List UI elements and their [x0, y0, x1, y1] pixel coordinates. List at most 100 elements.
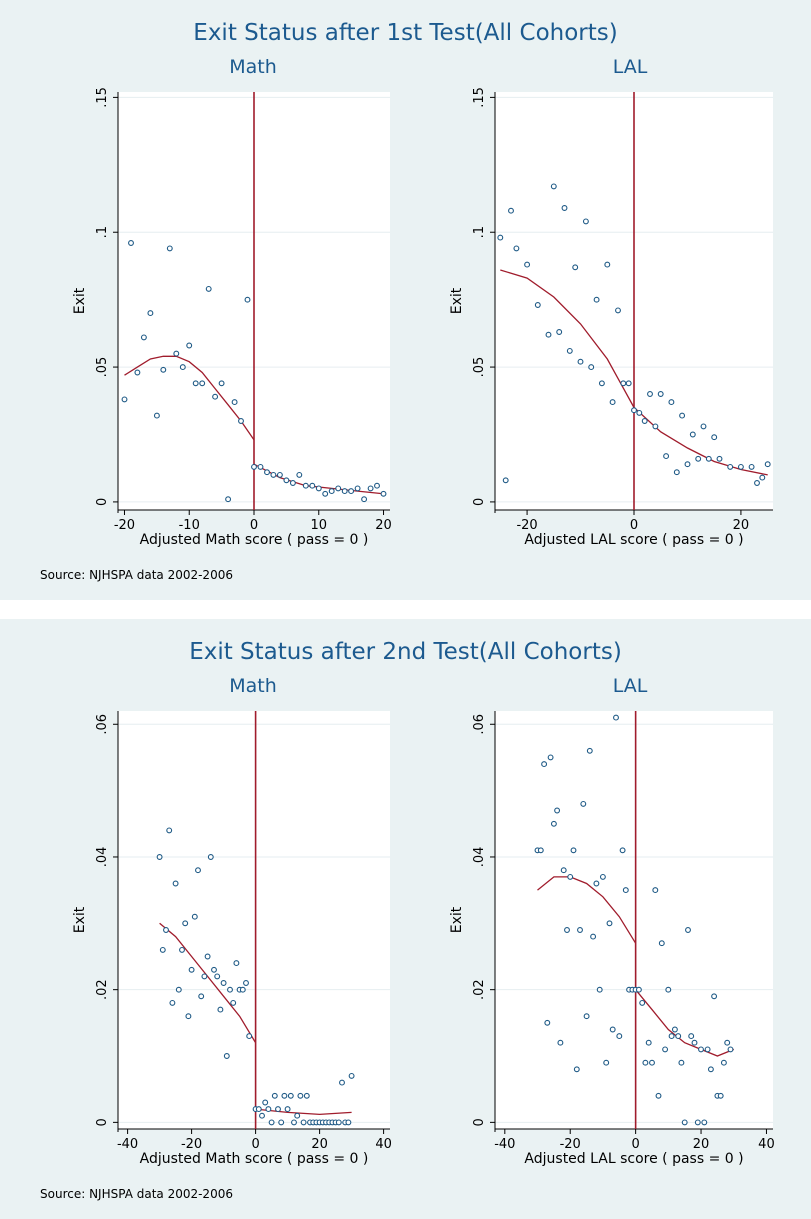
figure-1-title: Exit Status after 1st Test(All Cohorts) [193, 20, 618, 46]
fig2-math-data-point [335, 1119, 342, 1126]
fig2-math-y-axis-label: Exit [72, 906, 88, 933]
fig1-math-data-point [121, 396, 128, 403]
fig1-math-panel: 0 .05 .1 .15 -20 -10 0 10 20 Adjusted Math score … [72, 87, 392, 548]
fig2-math-y-tick-label: .02 [95, 979, 110, 1000]
fig1-math-data-point [283, 477, 290, 484]
fig1-lal-fit-left-curve [500, 269, 635, 408]
fig2-lal-plot-area [495, 711, 773, 1129]
fig1-math-data-point [348, 488, 355, 495]
fig1-math-data-point [166, 245, 173, 252]
fig2-lal-data-point [665, 986, 672, 993]
fig1-math-data-point [289, 480, 296, 486]
fig2-math-data-point [300, 1119, 307, 1126]
fig2-lal-data-point [544, 1019, 551, 1026]
fig1-math-y-tick-label: .15 [95, 87, 110, 108]
fig1-lal-data-point [695, 455, 702, 462]
fig2-math-data-point [303, 1092, 310, 1099]
fig2-math-data-point [291, 1119, 297, 1126]
fig2-math-data-point [179, 946, 185, 953]
fig2-math-x-axis-label: Adjusted Math score ( pass = 0 ) [140, 1151, 369, 1167]
fig1-math-data-point [225, 496, 232, 503]
fig1-math-x-tick-label: -10 [179, 518, 200, 533]
fig2-lal-data-point [698, 1046, 704, 1053]
fig1-lal-data-point [566, 347, 573, 354]
fig1-math-data-point [238, 418, 244, 424]
fig1-lal-data-point [550, 183, 557, 190]
fig2-math-data-point [243, 980, 249, 986]
fig1-lal-y-tick-label: .1 [472, 226, 487, 238]
fig2-lal-data-point [554, 807, 561, 814]
fig2-lal-data-point [685, 927, 691, 933]
fig1-math-data-point [309, 482, 316, 489]
fig2-lal-data-point [583, 1013, 590, 1020]
fig2-math-panel: 0 .02 .04 .06 -40 -20 0 20 40 Adjusted Math score… [72, 711, 392, 1167]
fig1-lal-data-point [615, 307, 621, 314]
fig2-lal-data-point [547, 754, 554, 761]
fig1-lal-data-point [705, 455, 712, 462]
fig2-lal-data-point [658, 940, 665, 947]
fig1-math-data-point [264, 469, 270, 476]
fig2-math-data-point [255, 1106, 262, 1113]
fig2-lal-data-point [694, 1119, 701, 1126]
fig2-lal-data-point [580, 800, 587, 807]
figure-2-math-subtitle: Math [229, 675, 277, 697]
fig2-lal-data-point [645, 1039, 652, 1046]
fig1-lal-data-point [577, 358, 584, 365]
fig1-math-x-tick-label: -20 [114, 518, 135, 533]
fig1-lal-data-point [620, 380, 627, 387]
fig2-lal-data-point [720, 1059, 727, 1066]
fig2-math-data-point [294, 1112, 301, 1119]
fig2-lal-x-tick-label: 0 [631, 1137, 639, 1152]
fig1-math-data-point [270, 471, 277, 478]
fig2-lal-data-point [606, 920, 613, 927]
fig2-lal-data-point [557, 1039, 564, 1046]
figure-1: Exit Status after 1st Test(All Cohorts) … [0, 0, 811, 600]
fig1-math-data-point [251, 463, 257, 470]
fig2-math-data-point [159, 946, 166, 953]
fig1-math-data-point [134, 369, 141, 376]
fig2-math-data-point [246, 1033, 253, 1040]
fig2-math-x-tick-label: -40 [117, 1137, 138, 1152]
fig1-lal-data-point [625, 380, 632, 387]
fig1-lal-data-point [647, 391, 653, 397]
fig2-lal-y-tick-label: 0 [472, 1118, 487, 1126]
fig2-lal-data-point [622, 887, 629, 894]
fig2-math-data-point [198, 993, 205, 1000]
fig2-math-data-point [156, 854, 163, 860]
fig2-math-data-point [348, 1072, 355, 1079]
fig1-math-x-tick-label: 20 [375, 518, 392, 533]
fig2-lal-data-point [711, 993, 718, 1000]
fig2-lal-data-point [678, 1059, 685, 1066]
fig1-lal-data-point [759, 474, 766, 481]
fig1-math-data-point [276, 471, 283, 478]
fig1-math-data-point [205, 285, 212, 292]
fig2-math-data-point [239, 986, 246, 993]
fig1-math-data-point [128, 240, 134, 246]
fig1-math-y-axis-label: Exit [72, 287, 88, 314]
fig1-lal-data-point [689, 431, 696, 438]
fig2-lal-data-point [537, 847, 544, 854]
fig2-math-data-point [262, 1099, 269, 1106]
fig2-math-data-point [271, 1092, 278, 1099]
fig2-lal-data-point [603, 1059, 610, 1066]
fig2-math-x-tick-label: -20 [181, 1137, 202, 1152]
fig2-lal-data-point [707, 1066, 714, 1073]
fig2-lal-data-point [635, 986, 642, 993]
fig1-math-data-point [192, 380, 199, 387]
fig2-math-data-point [217, 1006, 224, 1013]
figure-1-math-subtitle: Math [229, 56, 277, 78]
fig1-lal-data-point [582, 218, 589, 225]
fig2-math-data-point [281, 1092, 288, 1099]
fig2-math-x-tick-label: 0 [251, 1137, 259, 1152]
fig2-math-data-point [284, 1106, 291, 1113]
fig2-lal-data-point [577, 927, 583, 933]
fig2-lal-x-tick-label: 20 [693, 1137, 710, 1152]
fig2-math-data-point [182, 920, 189, 927]
fig2-lal-panel: 0 .02 .04 .06 -40 -20 0 20 40 Adjusted LAL score … [449, 711, 775, 1167]
fig1-math-y-tick-label: .1 [95, 226, 110, 238]
fig2-math-data-point [227, 986, 233, 993]
fig1-lal-y-tick-label: .15 [472, 87, 487, 108]
fig2-math-data-point [188, 966, 195, 973]
fig2-math-data-point [265, 1106, 272, 1113]
fig1-math-data-point [361, 496, 368, 503]
